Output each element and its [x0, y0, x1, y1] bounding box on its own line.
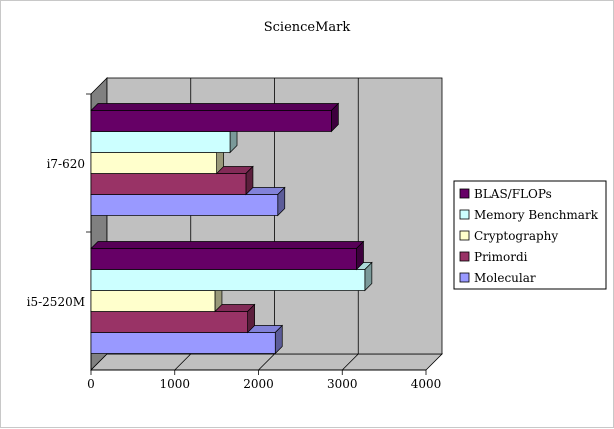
legend-swatch: [459, 209, 470, 220]
gridline-floor: [174, 353, 192, 371]
bar: [90, 290, 216, 312]
legend-swatch: [459, 230, 470, 241]
chart-title: ScienceMark: [264, 20, 351, 35]
legend-label: Cryptography: [474, 229, 558, 243]
legend-label: Memory Benchmark: [474, 208, 599, 222]
bar: [90, 311, 248, 333]
bar: [90, 131, 231, 153]
plot-area: 0 1000 2000 3000 4000 i5-2520M i7-620: [27, 77, 443, 391]
gridline-floor: [341, 353, 359, 371]
bar: [90, 194, 279, 216]
legend-label: BLAS/FLOPs: [474, 187, 552, 201]
x-tick-label: 2000: [243, 377, 274, 391]
bar-top: [90, 103, 340, 111]
bar: [90, 269, 366, 291]
bar: [90, 332, 276, 354]
gridline-floor: [258, 353, 275, 371]
bar: [90, 110, 332, 132]
legend: BLAS/FLOPs Memory Benchmark Cryptography Pr…: [453, 180, 607, 290]
x-tick-label: 0: [87, 377, 95, 391]
bar: [90, 173, 247, 195]
legend-swatch: [459, 272, 470, 283]
legend-swatch: [459, 251, 470, 262]
bar-top: [90, 241, 365, 249]
legend-label: Molecular: [474, 271, 536, 285]
bar: [90, 248, 357, 270]
bar: [90, 152, 217, 174]
legend-box: [453, 180, 607, 290]
legend-swatch: [459, 188, 470, 199]
x-tick-label: 4000: [411, 377, 442, 391]
y-tick-label: i7-620: [47, 157, 85, 171]
x-tick-label: 1000: [159, 377, 190, 391]
y-tick-label: i5-2520M: [27, 295, 85, 309]
legend-label: Primordi: [474, 250, 528, 264]
x-tick-label: 3000: [327, 377, 358, 391]
